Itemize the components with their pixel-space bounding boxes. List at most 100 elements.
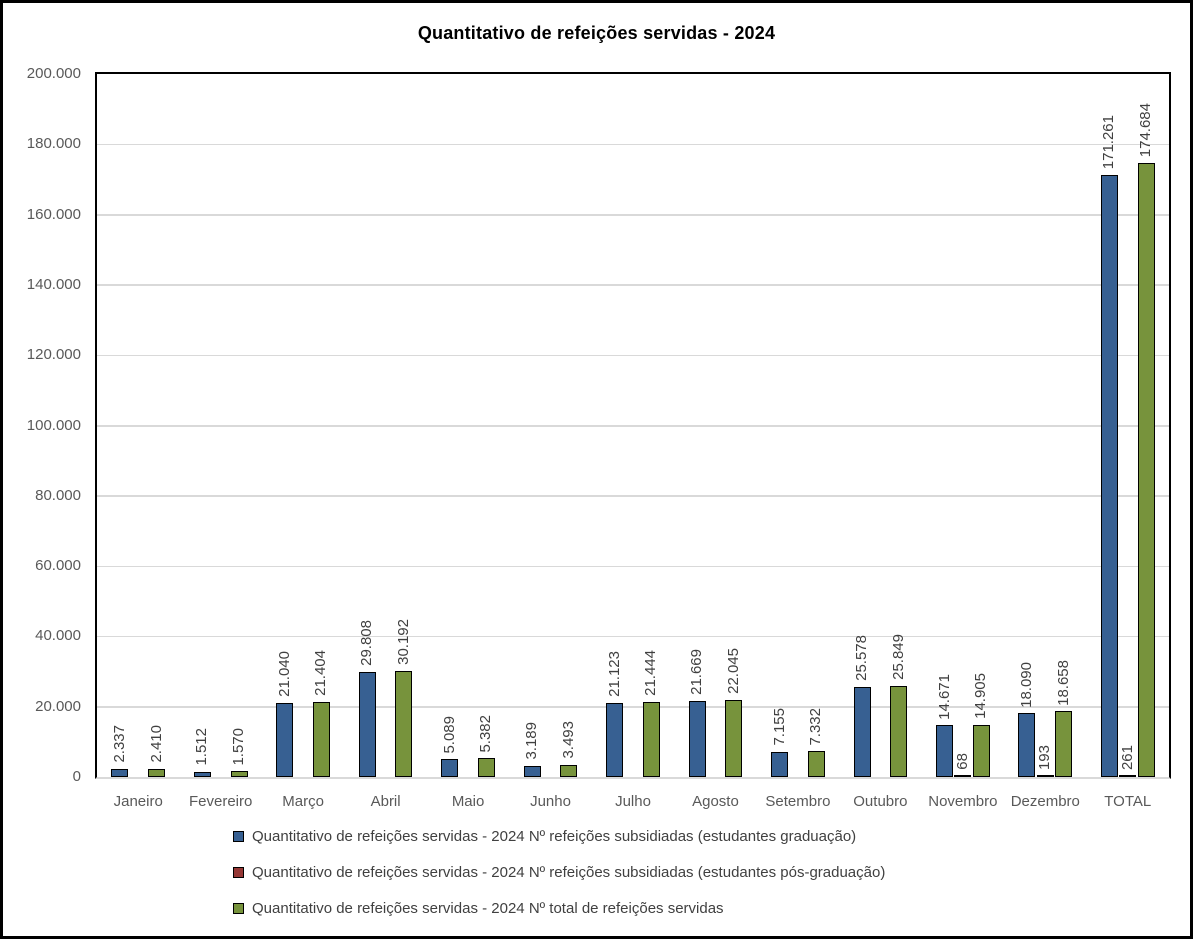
bar-label: 7.332 [807,707,825,746]
bar [148,768,166,777]
bar [523,765,541,777]
y-tick-label: 40.000 [35,627,81,645]
bar [1100,175,1118,777]
bar-label: 5.382 [477,714,495,753]
bar-label: 21.040 [275,651,293,698]
bar [642,701,660,777]
bar [230,771,248,777]
x-axis-label: Abril [370,793,401,810]
x-axis-label: TOTAL [1104,793,1152,810]
bar [890,686,908,777]
legend-item-total: Quantitativo de refeições servidas - 202… [233,898,885,919]
legend: Quantitativo de refeições servidas - 202… [233,826,885,934]
bar [936,725,954,777]
bar-label: 261 [1118,744,1136,770]
bar-label: 29.808 [358,620,376,667]
x-axis-label: Julho [615,793,651,810]
bar [1018,713,1036,777]
bar-label: 5.089 [440,715,458,754]
bar-label: 2.410 [147,724,165,763]
bar-label: 3.493 [559,721,577,759]
legend-label-pos-graduacao: Quantitativo de refeições servidas - 202… [252,864,886,881]
legend-label-graduacao: Quantitativo de refeições servidas - 202… [252,828,857,845]
bar-label: 21.669 [688,648,706,695]
y-tick-label: 0 [72,768,81,785]
gridline [97,425,1169,427]
y-tick-label: 100.000 [26,416,81,434]
bar [477,758,495,777]
gridline [97,565,1169,568]
gridline [97,143,1169,146]
bar [954,775,972,777]
x-axis-label: Janeiro [113,793,163,810]
gridline [97,214,1169,216]
bar-label: 14.671 [935,673,953,720]
gridline [97,354,1169,357]
bar-label: 193 [1036,744,1054,770]
bar-label: 25.849 [889,634,907,681]
bar [771,751,789,777]
bar [441,759,459,777]
x-axis-label: Agosto [692,793,739,810]
x-axis-label: Dezembro [1010,793,1080,810]
bar [688,700,706,777]
y-tick-label: 160.000 [26,205,81,223]
bar [807,751,825,777]
bar [560,764,578,777]
legend-marker-pos-graduacao-icon [233,867,244,878]
bar-label: 1.570 [230,727,248,766]
y-tick-label: 120.000 [26,346,81,364]
legend-marker-total-icon [233,903,244,914]
x-axis-label: Novembro [928,793,998,810]
bar-label: 7.155 [770,708,788,746]
y-tick-label: 200.000 [26,65,81,82]
bar-label: 25.578 [853,635,871,682]
x-axis-label: Junho [530,793,571,810]
bar-label: 18.090 [1017,661,1035,708]
bar-label: 3.189 [523,722,541,760]
bar [1055,711,1073,777]
x-axis-label: Outubro [853,793,908,810]
gridline [97,495,1169,497]
bar [606,702,624,777]
bar [972,724,990,777]
bar-label: 2.337 [110,725,128,763]
bar [1137,163,1155,777]
bar [395,670,413,777]
bar-label: 174.684 [1137,102,1155,157]
bar [853,687,871,777]
bar [193,771,211,777]
bar [358,672,376,777]
bar [725,699,743,777]
bar-label: 21.444 [642,649,660,696]
chart-title: Quantitativo de refeições servidas - 202… [417,23,776,43]
bar [1119,775,1137,777]
gridline [97,706,1169,708]
x-axis-label: Maio [451,793,485,810]
bar-label: 22.045 [724,647,742,694]
bar-label: 171.261 [1100,114,1118,170]
y-tick-label: 60.000 [35,557,81,575]
gridline [97,635,1169,638]
x-axis-label: Setembro [765,793,831,810]
bar-label: 68 [953,753,971,770]
bar-label: 1.512 [193,728,211,766]
bar-label: 30.192 [394,619,412,665]
y-tick-label: 20.000 [35,697,81,715]
x-axis-label: Março [282,793,324,810]
bar-label: 18.658 [1054,659,1072,706]
legend-item-pos-graduacao: Quantitativo de refeições servidas - 202… [233,862,885,883]
bar [111,768,129,777]
bar [312,701,330,777]
legend-marker-graduacao-icon [233,831,244,842]
x-axis-label: Fevereiro [189,793,253,810]
bar-label: 21.404 [312,649,330,696]
bar [1036,775,1054,777]
legend-label-total: Quantitativo de refeições servidas - 202… [252,900,724,917]
plot-area: 2.337 2.410 1.512 1.570 21.040 21.404 29.808 30… [95,72,1171,779]
y-tick-label: 180.000 [26,135,81,153]
gridline [97,284,1169,286]
bar-label: 14.905 [972,672,990,719]
bar-label: 21.123 [605,650,623,697]
legend-item-graduacao: Quantitativo de refeições servidas - 202… [233,826,885,847]
